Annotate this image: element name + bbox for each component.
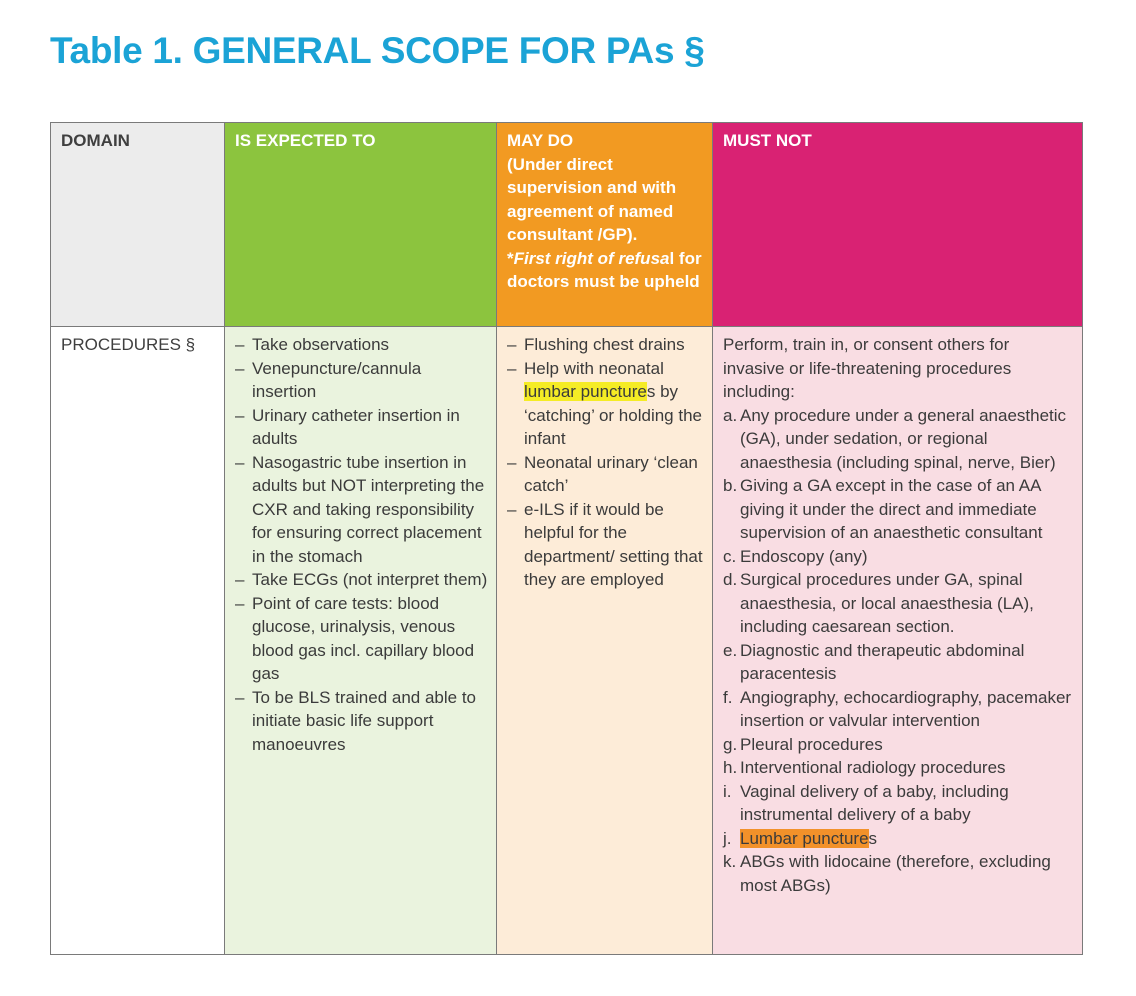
item-marker: e. xyxy=(723,640,738,660)
list-item: c. Endoscopy (any) xyxy=(723,545,1074,569)
item-text: Endoscopy (any) xyxy=(740,546,868,566)
list-item: Help with neonatal lumbar punctures by ‘… xyxy=(507,357,704,451)
list-item: Point of care tests: blood glucose, urin… xyxy=(235,592,488,686)
item-text: Help with neonatal xyxy=(524,358,664,378)
list-item: a. Any procedure under a general anaesthe… xyxy=(723,404,1074,475)
expected-cell: Take observations Venepuncture/cannula i… xyxy=(224,326,497,955)
list-item: j. Lumbar punctures xyxy=(723,827,1074,851)
item-text: s by ‘catching’ or holding the infant xyxy=(524,382,702,448)
list-item: Nasogastric tube insertion in adults but… xyxy=(235,451,488,569)
list-item: Venepuncture/cannula insertion xyxy=(235,357,488,404)
item-text: Angiography, echocardiography, pacemaker… xyxy=(740,687,1072,731)
item-text: Surgical procedures under GA, spinal ana… xyxy=(740,570,1034,636)
list-item: i. Vaginal delivery of a baby, including … xyxy=(723,780,1074,827)
highlight-lumbar-puncture: Lumbar puncture xyxy=(740,828,869,848)
must-not-cell: Perform, train in, or consent others for… xyxy=(712,326,1083,955)
may-do-list: Flushing chest drains Help with neonatal… xyxy=(507,333,704,592)
list-item: Take ECGs (not interpret them) xyxy=(235,568,488,592)
item-marker: k. xyxy=(723,852,737,871)
header-may-do: MAY DO (Under direct supervision and wit… xyxy=(496,122,713,327)
item-text: ABGs with lidocaine (therefore, excludin… xyxy=(740,852,1051,895)
header-may-do-refusal: *First right of refusal for doctors must… xyxy=(507,249,702,292)
item-marker: g. xyxy=(723,734,738,754)
item-marker: h. xyxy=(723,758,738,777)
header-is-expected-to: IS EXPECTED TO xyxy=(224,122,497,327)
list-item: e. Diagnostic and therapeutic abdominal p… xyxy=(723,639,1074,686)
item-text: s xyxy=(868,828,878,848)
refusal-asterisk: * xyxy=(507,248,514,268)
list-item: e-ILS if it would be helpful for the dep… xyxy=(507,498,704,592)
refusal-italic: First right of refusa xyxy=(513,248,670,268)
list-item: h. Interventional radiology procedures xyxy=(723,756,1074,780)
must-not-intro: Perform, train in, or consent others for… xyxy=(723,335,1012,401)
item-text: Pleural procedures xyxy=(740,734,883,754)
domain-procedures: PROCEDURES § xyxy=(50,326,225,955)
item-text: Any procedure under a general anaestheti… xyxy=(740,405,1067,472)
header-may-do-title: MAY DO xyxy=(507,131,574,150)
item-text: Giving a GA except in the case of an AA … xyxy=(740,476,1043,542)
list-item: Neonatal urinary ‘clean catch’ xyxy=(507,451,704,498)
list-item: Flushing chest drains xyxy=(507,333,704,357)
scope-table: DOMAIN IS EXPECTED TO MAY DO (Under dire… xyxy=(50,122,1083,955)
list-item: Take observations xyxy=(235,333,488,357)
list-item: f. Angiography, echocardiography, pacemak… xyxy=(723,686,1074,733)
list-item: k. ABGs with lidocaine (therefore, exclud… xyxy=(723,850,1074,897)
list-item: Urinary catheter insertion in adults xyxy=(235,404,488,451)
item-text: Diagnostic and therapeutic abdominal par… xyxy=(740,640,1025,684)
expected-list: Take observations Venepuncture/cannula i… xyxy=(235,333,488,756)
item-marker: b. xyxy=(723,476,738,495)
item-marker: f. xyxy=(723,687,733,707)
header-domain: DOMAIN xyxy=(50,122,225,327)
item-text: Vaginal delivery of a baby, including in… xyxy=(740,781,1009,825)
must-not-list: a. Any procedure under a general anaesthe… xyxy=(723,404,1074,898)
page-title: Table 1. GENERAL SCOPE FOR PAs § xyxy=(50,30,705,71)
item-marker: a. xyxy=(723,405,738,425)
item-marker: d. xyxy=(723,570,738,589)
may-do-cell: Flushing chest drains Help with neonatal… xyxy=(496,326,713,955)
list-item: To be BLS trained and able to initiate b… xyxy=(235,686,488,757)
item-marker: i. xyxy=(723,781,732,801)
item-marker: j. xyxy=(723,828,732,848)
highlight-lumbar-puncture: lumbar puncture xyxy=(524,382,647,401)
header-row: DOMAIN IS EXPECTED TO MAY DO (Under dire… xyxy=(50,122,1083,327)
refusal-rest: l for doctors must be upheld xyxy=(507,248,702,292)
list-item: b. Giving a GA except in the case of an A… xyxy=(723,474,1074,545)
procedures-row: PROCEDURES § Take observations Venepunct… xyxy=(50,326,1083,955)
header-must-not: MUST NOT xyxy=(712,122,1083,327)
item-text: Interventional radiology procedures xyxy=(740,758,1006,777)
list-item: g. Pleural procedures xyxy=(723,733,1074,757)
header-may-do-condition: (Under direct supervision and with agree… xyxy=(507,154,677,245)
item-marker: c. xyxy=(723,546,737,566)
list-item: d. Surgical procedures under GA, spinal a… xyxy=(723,568,1074,639)
